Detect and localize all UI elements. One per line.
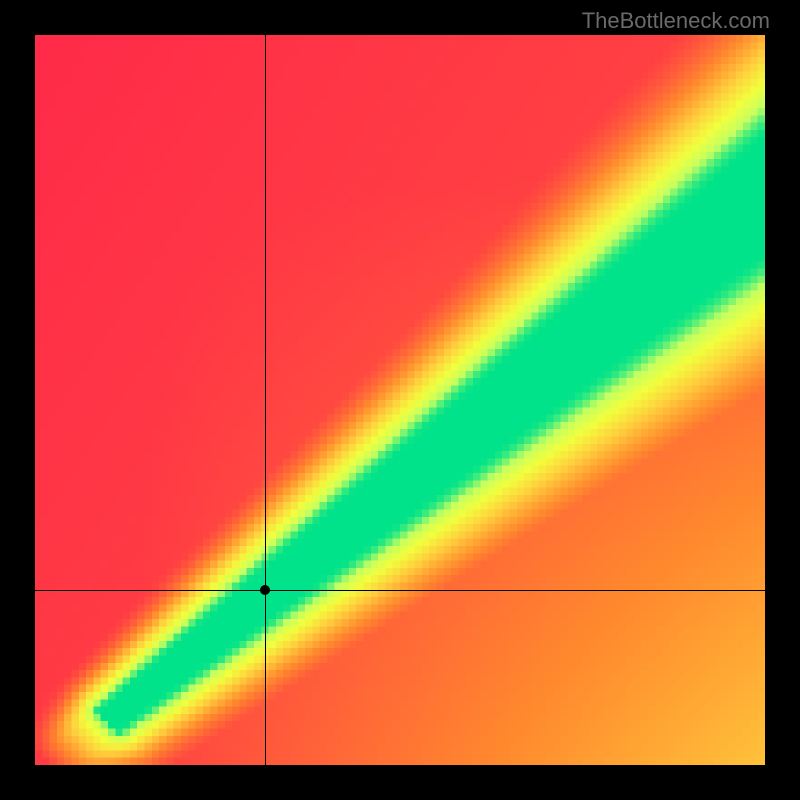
- watermark-text: TheBottleneck.com: [582, 8, 770, 34]
- bottleneck-heatmap-chart: [35, 35, 765, 765]
- crosshair-vertical: [265, 35, 266, 765]
- crosshair-horizontal: [35, 590, 765, 591]
- selected-point-marker: [260, 585, 270, 595]
- heatmap-canvas: [35, 35, 765, 765]
